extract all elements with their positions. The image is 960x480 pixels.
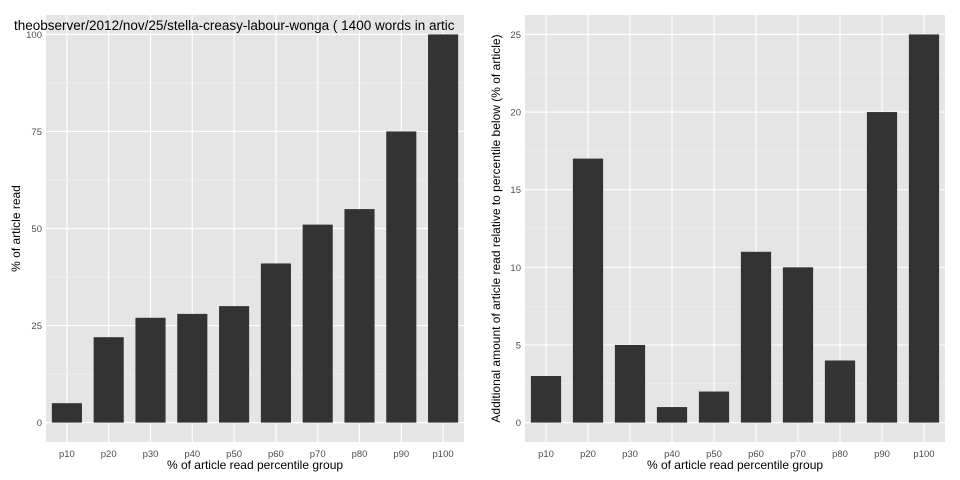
y-tick-label: 5 bbox=[516, 340, 521, 351]
left-chart-title: theobserver/2012/nov/25/stella-creasy-la… bbox=[14, 18, 455, 33]
y-tick-label: 25 bbox=[510, 30, 521, 41]
bar-p40 bbox=[177, 313, 208, 423]
x-tick-label: p40 bbox=[664, 449, 680, 460]
x-tick-label: p10 bbox=[59, 449, 75, 460]
x-tick-label: p80 bbox=[352, 449, 368, 460]
bar-p80 bbox=[344, 209, 375, 423]
x-tick-label: p40 bbox=[184, 449, 200, 460]
x-tick-label: p100 bbox=[913, 449, 934, 460]
right-y-tick-labels: 0 5 10 15 20 25 bbox=[510, 30, 521, 429]
bar-p70 bbox=[782, 267, 814, 423]
x-tick-label: p100 bbox=[433, 449, 454, 460]
x-tick-label: p90 bbox=[393, 449, 409, 460]
bar-p90 bbox=[386, 131, 417, 423]
x-tick-label: p30 bbox=[143, 449, 159, 460]
bar-p30 bbox=[614, 344, 646, 423]
x-tick-label: p30 bbox=[622, 449, 638, 460]
bar-p10 bbox=[51, 403, 82, 423]
y-tick-label: 75 bbox=[31, 127, 42, 138]
bar-p20 bbox=[572, 158, 604, 423]
bar-p60 bbox=[260, 263, 291, 423]
x-tick-label: p20 bbox=[580, 449, 596, 460]
y-tick-label: 15 bbox=[510, 185, 521, 196]
x-tick-label: p80 bbox=[832, 449, 848, 460]
right-x-tick-labels: p10 p20 p30 p40 p50 p60 p70 p80 p90 p100 bbox=[538, 449, 935, 460]
left-x-tick-labels: p10 p20 p30 p40 p50 p60 p70 p80 p90 p100 bbox=[59, 449, 454, 460]
y-tick-label: 25 bbox=[31, 321, 42, 332]
bar-p30 bbox=[135, 317, 166, 423]
right-x-axis-label: % of article read percentile group bbox=[647, 458, 823, 472]
left-y-tick-labels: 0 25 50 75 100 bbox=[26, 30, 42, 429]
y-tick-label: 50 bbox=[31, 224, 42, 235]
bar-p40 bbox=[656, 407, 688, 423]
y-tick-label: 10 bbox=[510, 263, 521, 274]
y-tick-label: 100 bbox=[26, 30, 42, 41]
bar-p100 bbox=[428, 34, 459, 423]
left-bars bbox=[51, 34, 459, 423]
y-tick-label: 0 bbox=[516, 418, 521, 429]
x-tick-label: p20 bbox=[101, 449, 117, 460]
x-tick-label: p70 bbox=[310, 449, 326, 460]
y-tick-label: 20 bbox=[510, 108, 521, 119]
x-tick-label: p50 bbox=[226, 449, 242, 460]
x-tick-label: p10 bbox=[538, 449, 554, 460]
x-tick-label: p60 bbox=[748, 449, 764, 460]
right-bars bbox=[530, 34, 940, 423]
bar-p80 bbox=[824, 360, 856, 423]
left-x-axis-label: % of article read percentile group bbox=[167, 458, 343, 472]
bar-p100 bbox=[908, 34, 940, 423]
x-tick-label: p50 bbox=[706, 449, 722, 460]
right-y-axis-label: Additional amount of article read relati… bbox=[489, 34, 503, 422]
x-tick-label: p60 bbox=[268, 449, 284, 460]
bar-p10 bbox=[530, 376, 562, 423]
bar-p70 bbox=[302, 224, 333, 423]
bar-p50 bbox=[219, 306, 250, 423]
x-tick-label: p90 bbox=[874, 449, 890, 460]
bar-p60 bbox=[740, 251, 772, 423]
x-tick-label: p70 bbox=[790, 449, 806, 460]
bar-p50 bbox=[698, 391, 730, 423]
left-y-axis-label: % of article read bbox=[9, 185, 23, 272]
y-tick-label: 0 bbox=[37, 418, 42, 429]
bar-p90 bbox=[866, 112, 898, 423]
bar-p20 bbox=[93, 337, 124, 423]
